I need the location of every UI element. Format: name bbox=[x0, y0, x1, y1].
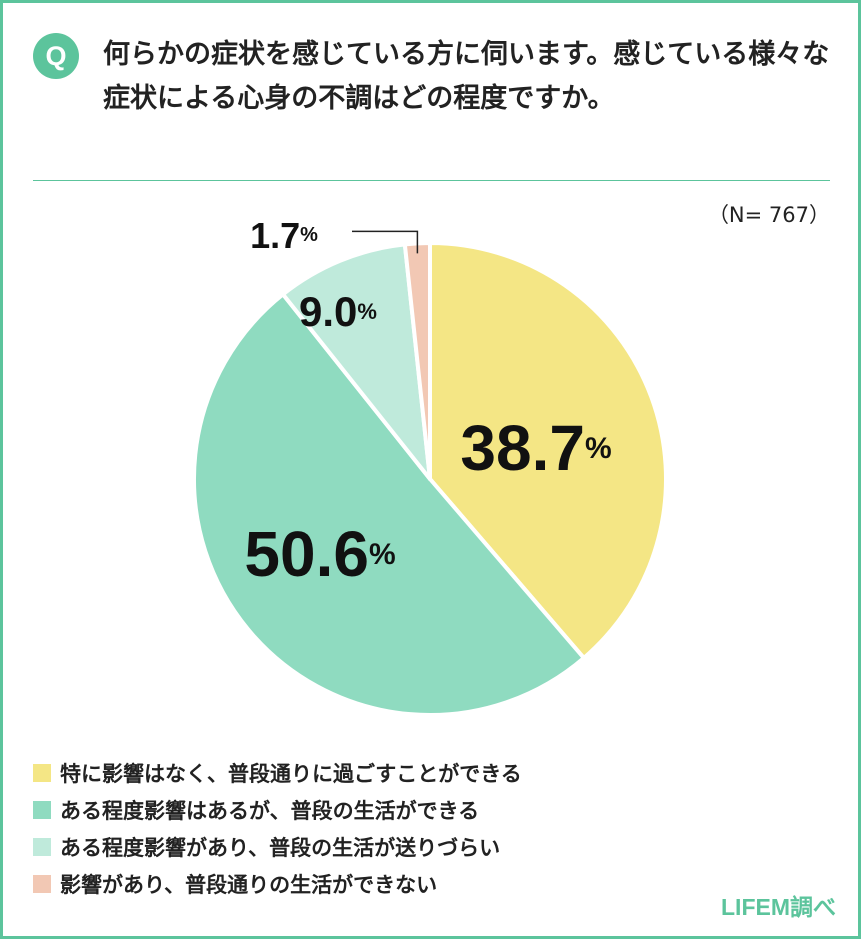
slice-label: 9.0% bbox=[299, 288, 377, 335]
legend-item: ある程度影響があり、普段の生活が送りづらい bbox=[33, 828, 522, 865]
legend-item: ある程度影響はあるが、普段の生活ができる bbox=[33, 791, 522, 828]
pie-slice bbox=[281, 242, 432, 481]
legend-item: 特に影響はなく、普段通りに過ごすことができる bbox=[33, 754, 522, 791]
divider bbox=[33, 180, 830, 181]
legend-swatch bbox=[33, 800, 51, 819]
legend-label: 特に影響はなく、普段通りに過ごすことができる bbox=[60, 761, 522, 786]
sample-size: （N= 767） bbox=[707, 203, 830, 227]
legend-label: 影響があり、普段通りの生活ができない bbox=[60, 872, 438, 897]
question-badge: Q bbox=[33, 33, 79, 79]
slice-label: 38.7% bbox=[460, 412, 611, 484]
legend-item: 影響があり、普段通りの生活ができない bbox=[33, 865, 522, 902]
leader-line bbox=[352, 230, 419, 254]
slice-label: 1.7% bbox=[250, 215, 318, 256]
question-text: 何らかの症状を感じている方に伺います。感じている様々な症状による心身の不調はどの… bbox=[103, 39, 830, 114]
source-credit: LIFEM調べ bbox=[721, 894, 836, 920]
legend-label: ある程度影響はあるが、普段の生活ができる bbox=[60, 798, 480, 823]
pie-slice bbox=[192, 292, 586, 717]
slice-label: 50.6% bbox=[244, 518, 395, 590]
legend-swatch bbox=[33, 763, 51, 782]
pie-slice bbox=[428, 241, 668, 660]
legend: 特に影響はなく、普段通りに過ごすことができる ある程度影響はあるが、普段の生活が… bbox=[33, 754, 522, 902]
legend-label: ある程度影響があり、普段の生活が送りづらい bbox=[60, 835, 501, 860]
legend-swatch bbox=[33, 837, 51, 856]
legend-swatch bbox=[33, 874, 51, 893]
